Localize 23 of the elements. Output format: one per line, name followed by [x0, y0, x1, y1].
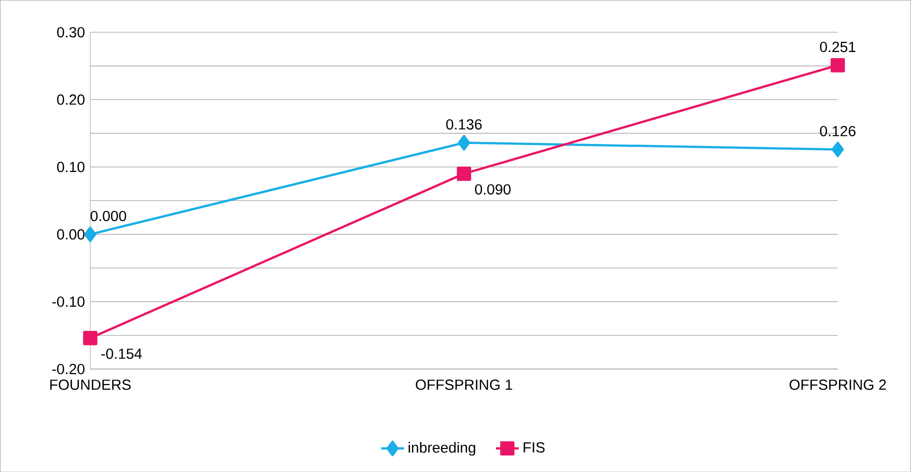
point: [830, 58, 845, 72]
point: [456, 166, 472, 181]
data-label: 0.126: [820, 126, 856, 136]
data-label: 0.090: [475, 184, 511, 194]
point: [458, 134, 470, 150]
y-tick-label: -0.20: [52, 364, 84, 374]
legend-label: FIS: [524, 442, 545, 452]
y-tick-label: 0.00: [57, 229, 84, 240]
y-tick-label: 0.10: [57, 162, 84, 172]
point: [83, 330, 98, 346]
point: [832, 142, 844, 158]
point: [84, 226, 96, 242]
legend-label: inbreeding: [408, 442, 476, 456]
x-tick-label: OFFSPRING 1: [416, 379, 512, 390]
data-label: 0.251: [820, 42, 856, 52]
y-tick-label: 0.20: [57, 94, 84, 105]
data-label: 0.000: [90, 210, 126, 222]
data-label: 0.136: [446, 119, 482, 130]
x-tick-label: FOUNDERS: [50, 379, 131, 390]
y-tick-label: -0.10: [52, 296, 84, 307]
y-tick-label: 0.30: [57, 26, 84, 38]
x-tick-label: OFFSPRING 2: [790, 379, 886, 390]
data-label: -0.154: [101, 348, 142, 359]
